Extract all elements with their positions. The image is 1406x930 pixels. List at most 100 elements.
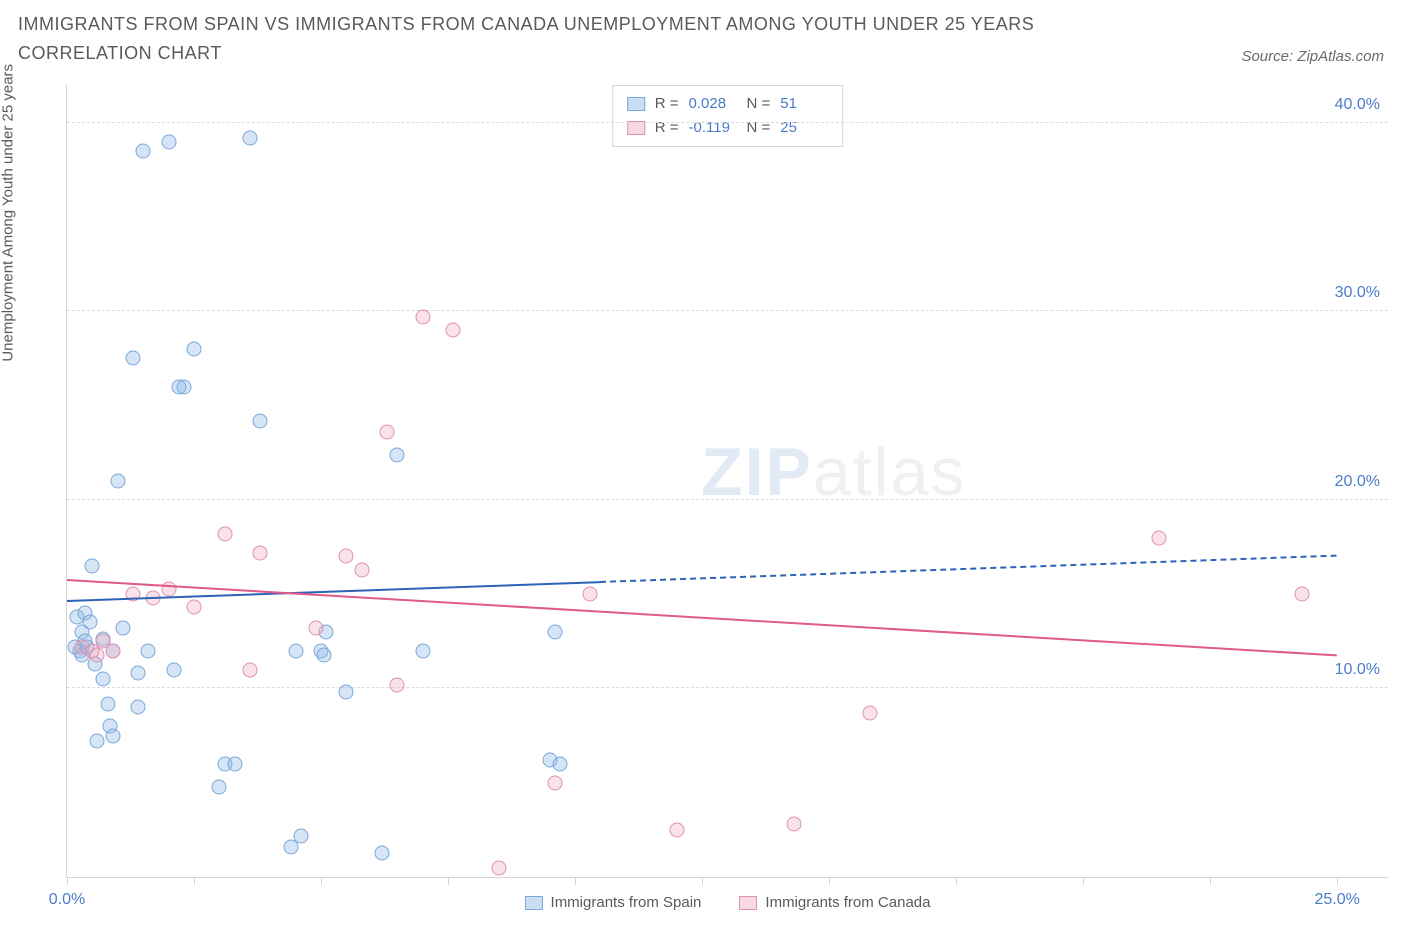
plot-area: ZIPatlas R =0.028N =51R =-0.119N =25 Imm… bbox=[66, 85, 1388, 878]
data-point-canada bbox=[90, 647, 105, 662]
data-point-canada bbox=[1152, 530, 1167, 545]
data-point-spain bbox=[105, 728, 120, 743]
stat-label: R = bbox=[655, 92, 679, 116]
y-tick-label: 30.0% bbox=[1335, 284, 1380, 302]
data-point-spain bbox=[166, 662, 181, 677]
stat-label: N = bbox=[747, 92, 771, 116]
data-point-canada bbox=[786, 817, 801, 832]
trend-line bbox=[67, 579, 1337, 656]
data-point-canada bbox=[354, 562, 369, 577]
stat-n: 25 bbox=[780, 116, 828, 140]
x-tick-label: 0.0% bbox=[49, 891, 85, 909]
stat-r: 0.028 bbox=[689, 92, 737, 116]
data-point-canada bbox=[583, 587, 598, 602]
stat-n: 51 bbox=[780, 92, 828, 116]
data-point-spain bbox=[339, 685, 354, 700]
chart-title: IMMIGRANTS FROM SPAIN VS IMMIGRANTS FROM… bbox=[18, 10, 1118, 68]
data-point-spain bbox=[547, 624, 562, 639]
legend-swatch bbox=[739, 896, 757, 910]
x-tick bbox=[956, 877, 957, 885]
data-point-canada bbox=[339, 549, 354, 564]
stats-row-spain: R = 0.028 N = 51 bbox=[627, 92, 829, 116]
data-point-spain bbox=[82, 615, 97, 630]
data-point-canada bbox=[308, 621, 323, 636]
data-point-spain bbox=[85, 558, 100, 573]
gridline bbox=[67, 687, 1388, 688]
gridline bbox=[67, 122, 1388, 123]
data-point-spain bbox=[110, 474, 125, 489]
x-tick bbox=[575, 877, 576, 885]
stats-row-canada: R = -0.119 N = 25 bbox=[627, 116, 829, 140]
data-point-spain bbox=[242, 130, 257, 145]
data-point-canada bbox=[1294, 587, 1309, 602]
y-tick-label: 20.0% bbox=[1335, 473, 1380, 491]
data-point-spain bbox=[552, 756, 567, 771]
data-point-canada bbox=[446, 323, 461, 338]
x-tick bbox=[1210, 877, 1211, 885]
x-tick bbox=[67, 877, 68, 885]
x-tick bbox=[702, 877, 703, 885]
data-point-canada bbox=[415, 309, 430, 324]
series-legend: Immigrants from Spain Immigrants from Can… bbox=[525, 894, 931, 911]
data-point-spain bbox=[95, 672, 110, 687]
data-point-canada bbox=[187, 600, 202, 615]
data-point-canada bbox=[161, 581, 176, 596]
stats-legend: R = 0.028 N = 51 R = -0.119 N = 25 bbox=[612, 85, 844, 147]
data-point-canada bbox=[491, 860, 506, 875]
data-point-spain bbox=[212, 779, 227, 794]
data-point-spain bbox=[100, 696, 115, 711]
chart-container: Unemployment Among Youth under 25 years … bbox=[18, 85, 1388, 918]
x-tick-label: 25.0% bbox=[1315, 891, 1360, 909]
data-point-spain bbox=[253, 413, 268, 428]
data-point-spain bbox=[415, 643, 430, 658]
stat-label: R = bbox=[655, 116, 679, 140]
data-point-spain bbox=[390, 447, 405, 462]
y-tick-label: 40.0% bbox=[1335, 96, 1380, 114]
stat-r: -0.119 bbox=[689, 116, 737, 140]
y-axis-label: Unemployment Among Youth under 25 years bbox=[0, 63, 17, 361]
data-point-canada bbox=[669, 822, 684, 837]
data-point-canada bbox=[547, 775, 562, 790]
data-point-canada bbox=[862, 705, 877, 720]
legend-item-spain: Immigrants from Spain bbox=[525, 894, 702, 911]
x-tick bbox=[829, 877, 830, 885]
gridline bbox=[67, 310, 1388, 311]
data-point-spain bbox=[161, 134, 176, 149]
data-point-spain bbox=[131, 700, 146, 715]
data-point-spain bbox=[187, 342, 202, 357]
x-tick bbox=[194, 877, 195, 885]
x-tick bbox=[1337, 877, 1338, 885]
data-point-spain bbox=[176, 379, 191, 394]
y-tick-label: 10.0% bbox=[1335, 661, 1380, 679]
x-tick bbox=[1083, 877, 1084, 885]
data-point-canada bbox=[105, 643, 120, 658]
data-point-spain bbox=[115, 621, 130, 636]
data-point-canada bbox=[253, 545, 268, 560]
gridline bbox=[67, 499, 1388, 500]
legend-swatch bbox=[525, 896, 543, 910]
data-point-spain bbox=[316, 647, 331, 662]
data-point-spain bbox=[227, 756, 242, 771]
data-point-spain bbox=[288, 643, 303, 658]
legend-swatch bbox=[627, 121, 645, 135]
legend-label: Immigrants from Spain bbox=[551, 894, 702, 911]
data-point-spain bbox=[131, 666, 146, 681]
data-point-spain bbox=[293, 828, 308, 843]
data-point-canada bbox=[380, 424, 395, 439]
trend-line bbox=[600, 554, 1337, 582]
data-point-canada bbox=[242, 662, 257, 677]
data-point-canada bbox=[217, 526, 232, 541]
legend-label: Immigrants from Canada bbox=[765, 894, 930, 911]
data-point-spain bbox=[126, 351, 141, 366]
legend-swatch bbox=[627, 97, 645, 111]
data-point-spain bbox=[136, 144, 151, 159]
stat-label: N = bbox=[747, 116, 771, 140]
data-point-spain bbox=[90, 734, 105, 749]
x-tick bbox=[448, 877, 449, 885]
legend-item-canada: Immigrants from Canada bbox=[739, 894, 930, 911]
x-tick bbox=[321, 877, 322, 885]
source-credit: Source: ZipAtlas.com bbox=[1241, 48, 1384, 65]
data-point-canada bbox=[390, 677, 405, 692]
data-point-spain bbox=[141, 643, 156, 658]
data-point-spain bbox=[375, 845, 390, 860]
